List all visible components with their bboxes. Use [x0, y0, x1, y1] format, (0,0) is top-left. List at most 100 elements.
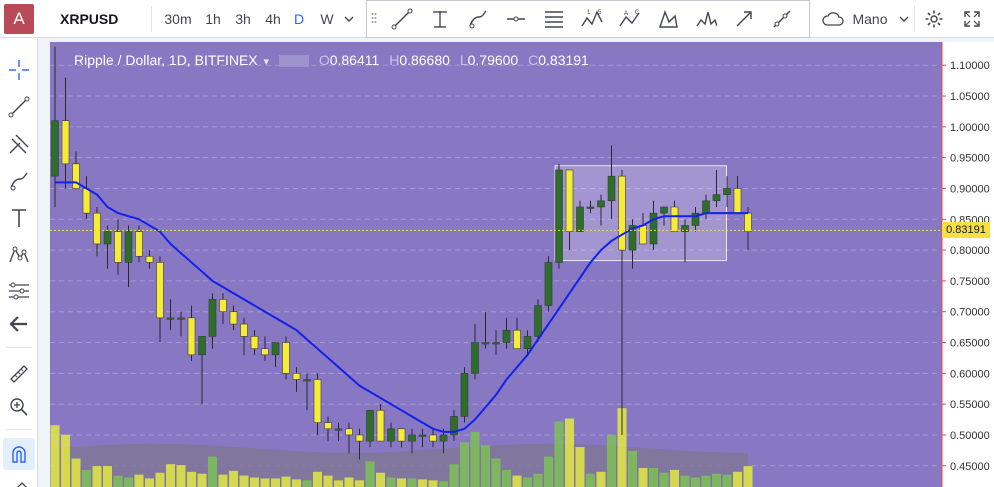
- candle-body: [124, 231, 133, 263]
- candle-body: [219, 299, 227, 313]
- price-tick-label: 0.55000: [950, 399, 990, 411]
- candle-body: [418, 434, 427, 437]
- candle-body: [114, 231, 122, 263]
- volume-bar: [449, 464, 459, 487]
- volume-bar: [155, 472, 165, 487]
- candle-body: [261, 348, 269, 356]
- candle-body: [61, 120, 70, 165]
- ruler-icon[interactable]: [3, 358, 35, 390]
- text-icon[interactable]: [3, 202, 35, 234]
- price-tick-label: 0.70000: [950, 307, 990, 319]
- candle-body: [502, 329, 511, 343]
- candle-body: [649, 212, 658, 245]
- candle-body: [334, 428, 343, 431]
- gear-icon[interactable]: [920, 0, 948, 38]
- interval-3h[interactable]: 3h: [235, 11, 251, 27]
- price-tick-label: 1.10000: [950, 60, 990, 72]
- divider: [914, 6, 915, 32]
- volume-bar: [701, 475, 711, 487]
- divider: [151, 6, 152, 32]
- price-tick-label: 0.95000: [950, 153, 990, 165]
- back-arrow-icon[interactable]: [3, 308, 35, 340]
- volume-bar: [397, 478, 406, 487]
- chevron-down-icon[interactable]: [340, 0, 358, 38]
- candle-body: [439, 434, 448, 442]
- candle-body: [72, 163, 80, 189]
- candle-body: [187, 317, 196, 356]
- fullscreen-icon[interactable]: [958, 0, 986, 38]
- close-label: C: [528, 52, 539, 68]
- volume-bar: [628, 450, 637, 487]
- chart-canvas[interactable]: 1.100001.050001.000000.950000.900000.850…: [50, 42, 994, 487]
- volume-bar: [607, 434, 616, 487]
- trend-line-icon[interactable]: [3, 91, 35, 123]
- pencil-icon[interactable]: [3, 474, 35, 487]
- candle-body: [744, 212, 752, 232]
- price-tick-label: 1.00000: [950, 122, 990, 134]
- candle-body: [544, 262, 553, 306]
- trend-line-icon[interactable]: [383, 1, 421, 37]
- zoom-in-icon[interactable]: [3, 391, 35, 423]
- volume-bar: [271, 478, 280, 487]
- volume-bar: [334, 480, 343, 487]
- candle-body: [376, 410, 385, 442]
- candle-body: [733, 188, 742, 214]
- candle-body: [208, 299, 217, 337]
- horizontal-line-icon[interactable]: [497, 1, 535, 37]
- brush-icon[interactable]: [3, 165, 35, 197]
- volume-bar: [722, 474, 732, 487]
- volume-bar: [260, 478, 270, 487]
- interval-30m[interactable]: 30m: [164, 11, 192, 27]
- chevron-down-icon[interactable]: ▾: [263, 56, 270, 68]
- drag-handle-icon[interactable]: [367, 1, 381, 37]
- candle-body: [607, 175, 616, 202]
- volume-bar: [313, 471, 322, 487]
- candle-body: [229, 311, 238, 325]
- magnet-icon[interactable]: [3, 438, 35, 470]
- ray-icon[interactable]: [763, 1, 801, 37]
- candle-body: [271, 342, 280, 356]
- interval-4h[interactable]: 4h: [265, 11, 281, 27]
- vertical-line-icon[interactable]: [421, 1, 459, 37]
- cloud-icon[interactable]: [818, 0, 848, 38]
- candle-body: [166, 317, 175, 320]
- brush-icon[interactable]: [459, 1, 497, 37]
- interval-d[interactable]: D: [293, 11, 305, 27]
- price-tick-label: 0.75000: [950, 276, 990, 288]
- symbol-search[interactable]: XRPUSD: [60, 11, 119, 27]
- price-chart[interactable]: 1.10000 1.05000 1.00000 0.95000 0.90000 0.850…: [50, 42, 994, 487]
- interval-1h[interactable]: 1h: [205, 11, 221, 27]
- user-avatar[interactable]: A: [4, 4, 34, 34]
- fib-retracement-icon[interactable]: [535, 1, 573, 37]
- volume-bar: [71, 458, 81, 487]
- legend-toggle[interactable]: [278, 55, 309, 68]
- chevron-down-icon[interactable]: [896, 0, 912, 38]
- drawing-mode-label[interactable]: Mano: [852, 11, 888, 27]
- volume-bar: [292, 479, 301, 487]
- svg-text:C: C: [635, 10, 640, 16]
- pattern-icon[interactable]: [3, 239, 35, 271]
- candle-body: [103, 231, 112, 245]
- pitchfork-icon[interactable]: [3, 128, 35, 160]
- pattern-icon[interactable]: [649, 1, 687, 37]
- close-value: 0.83191: [538, 52, 589, 68]
- candle-body: [408, 434, 416, 442]
- candle-body: [145, 255, 154, 263]
- volume-bar: [691, 477, 700, 487]
- prediction-icon[interactable]: [3, 275, 35, 307]
- volume-bar: [250, 477, 259, 487]
- head-shoulders-icon[interactable]: [687, 1, 725, 37]
- legend-title[interactable]: Ripple / Dollar, 1D, BITFINEX: [74, 52, 258, 68]
- candle-body: [135, 231, 143, 257]
- volume-bar: [239, 475, 249, 487]
- open-value: 0.86411: [329, 52, 380, 68]
- candle-body: [534, 305, 542, 337]
- low-label: L: [459, 52, 468, 68]
- crosshair-icon[interactable]: [3, 54, 35, 86]
- interval-w[interactable]: W: [320, 11, 334, 27]
- candle-body: [292, 373, 301, 380]
- arrow-icon[interactable]: [725, 1, 763, 37]
- candle-body: [156, 262, 164, 319]
